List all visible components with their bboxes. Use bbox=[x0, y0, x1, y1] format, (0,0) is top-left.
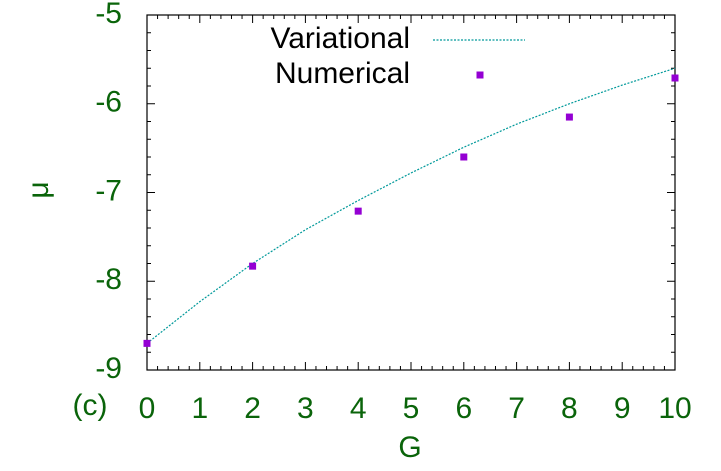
annotation: (c) bbox=[73, 389, 108, 422]
y-tick-label: -6 bbox=[95, 86, 122, 119]
data-point bbox=[143, 339, 151, 347]
x-tick-label: 1 bbox=[191, 392, 208, 425]
y-tick-label: -8 bbox=[95, 263, 122, 296]
plot-frame bbox=[146, 14, 676, 371]
legend-swatch bbox=[476, 71, 484, 79]
x-tick-label: 6 bbox=[455, 392, 472, 425]
data-point bbox=[460, 153, 468, 161]
data-point bbox=[671, 74, 679, 82]
y-axis-label: μ bbox=[22, 181, 55, 198]
x-tick-label: 2 bbox=[244, 392, 261, 425]
x-tick-label: 10 bbox=[658, 392, 691, 425]
x-tick-label: 7 bbox=[508, 392, 525, 425]
legend-label: Numerical bbox=[275, 57, 410, 90]
x-tick-label: 9 bbox=[614, 392, 631, 425]
x-tick-label: 4 bbox=[350, 392, 367, 425]
y-tick-label: -9 bbox=[95, 352, 122, 385]
data-point bbox=[354, 207, 362, 215]
x-tick-label: 8 bbox=[561, 392, 578, 425]
x-axis-label: G bbox=[398, 431, 421, 464]
x-tick-label: 0 bbox=[139, 392, 156, 425]
x-tick-label: 3 bbox=[297, 392, 314, 425]
y-tick-label: -5 bbox=[95, 0, 122, 30]
data-point bbox=[249, 262, 257, 270]
line-series bbox=[146, 67, 676, 344]
y-tick-label: -7 bbox=[95, 174, 122, 207]
x-tick-label: 5 bbox=[403, 392, 420, 425]
legend-label: Variational bbox=[270, 22, 410, 55]
data-point bbox=[565, 113, 573, 121]
